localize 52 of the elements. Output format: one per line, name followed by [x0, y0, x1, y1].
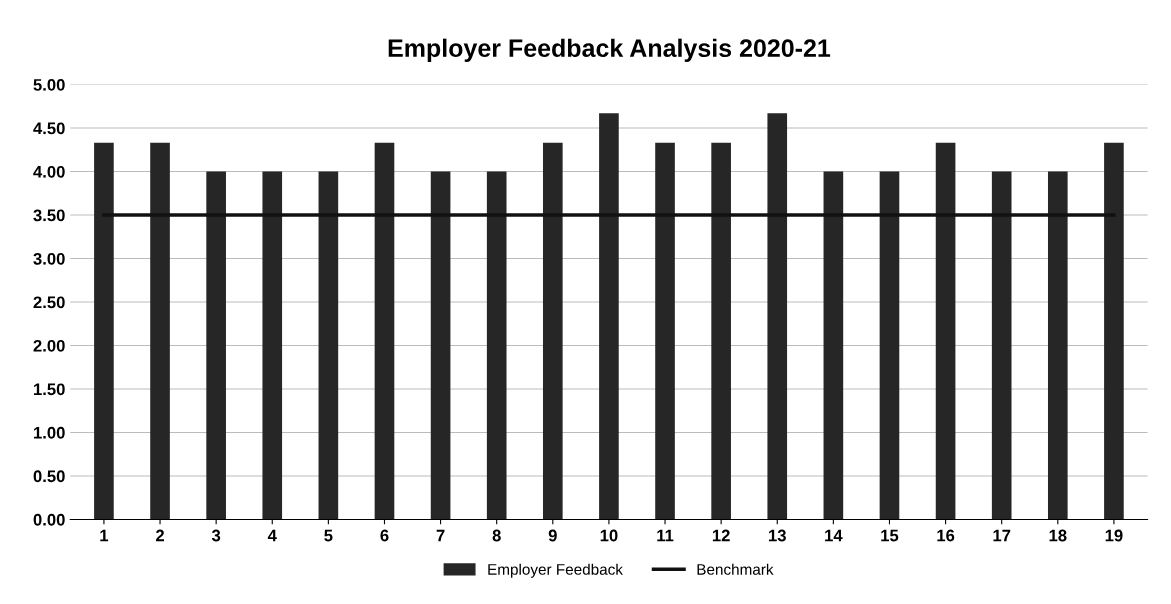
- bar: [935, 142, 956, 520]
- y-tick-label: 4.50: [33, 122, 65, 135]
- x-tick-label: 4: [267, 529, 277, 542]
- y-tick-label: 2.00: [33, 339, 65, 352]
- chart-title: Employer Feedback Analysis 2020-21: [388, 38, 831, 62]
- bar: [767, 113, 788, 520]
- x-tick-label: 19: [1105, 529, 1123, 542]
- x-tick-label: 6: [380, 529, 389, 542]
- x-tick-label: 1: [100, 529, 109, 542]
- y-tick-label: 3.50: [33, 209, 65, 222]
- x-tick-label: 18: [1049, 529, 1067, 542]
- y-tick-label: 1.50: [34, 383, 65, 396]
- y-tick-label: 1.00: [34, 426, 65, 439]
- x-tick-label: 12: [712, 529, 730, 542]
- y-tick-label: 0.00: [33, 513, 65, 526]
- bar: [1104, 142, 1124, 520]
- bar: [318, 171, 339, 520]
- x-tick-label: 13: [769, 529, 786, 542]
- x-tick-label: 14: [825, 529, 843, 542]
- x-tick-label: 3: [211, 529, 221, 542]
- bar: [823, 171, 844, 520]
- x-tick-label: 10: [600, 529, 618, 542]
- bar: [599, 113, 619, 520]
- y-tick-label: 4.00: [33, 165, 65, 178]
- y-tick-label: 0.50: [33, 470, 65, 483]
- bar: [542, 142, 563, 520]
- bar: [206, 171, 226, 520]
- x-tick-label: 7: [436, 529, 445, 542]
- bar: [94, 142, 114, 520]
- bar: [879, 171, 900, 520]
- legend-label: Employer Feedback: [488, 563, 623, 578]
- x-tick-label: 17: [993, 529, 1011, 542]
- bar: [1047, 171, 1068, 520]
- bar: [486, 171, 507, 520]
- bar: [374, 142, 395, 520]
- x-tick-label: 11: [657, 529, 674, 542]
- x-tick-label: 9: [548, 529, 557, 542]
- bar: [430, 171, 451, 520]
- bar: [711, 142, 731, 520]
- legend-label: Benchmark: [697, 563, 774, 575]
- x-tick-label: 15: [881, 529, 899, 542]
- x-tick-label: 5: [324, 529, 333, 542]
- bar: [262, 171, 283, 520]
- y-tick-label: 5.00: [33, 78, 65, 91]
- bar: [655, 142, 675, 520]
- x-tick-label: 16: [937, 529, 955, 542]
- bar: [150, 142, 170, 520]
- x-tick-label: 2: [155, 529, 164, 542]
- x-tick-label: 8: [492, 529, 501, 542]
- bar: [991, 171, 1012, 520]
- y-tick-label: 2.50: [33, 296, 65, 309]
- y-tick-label: 3.00: [33, 252, 65, 265]
